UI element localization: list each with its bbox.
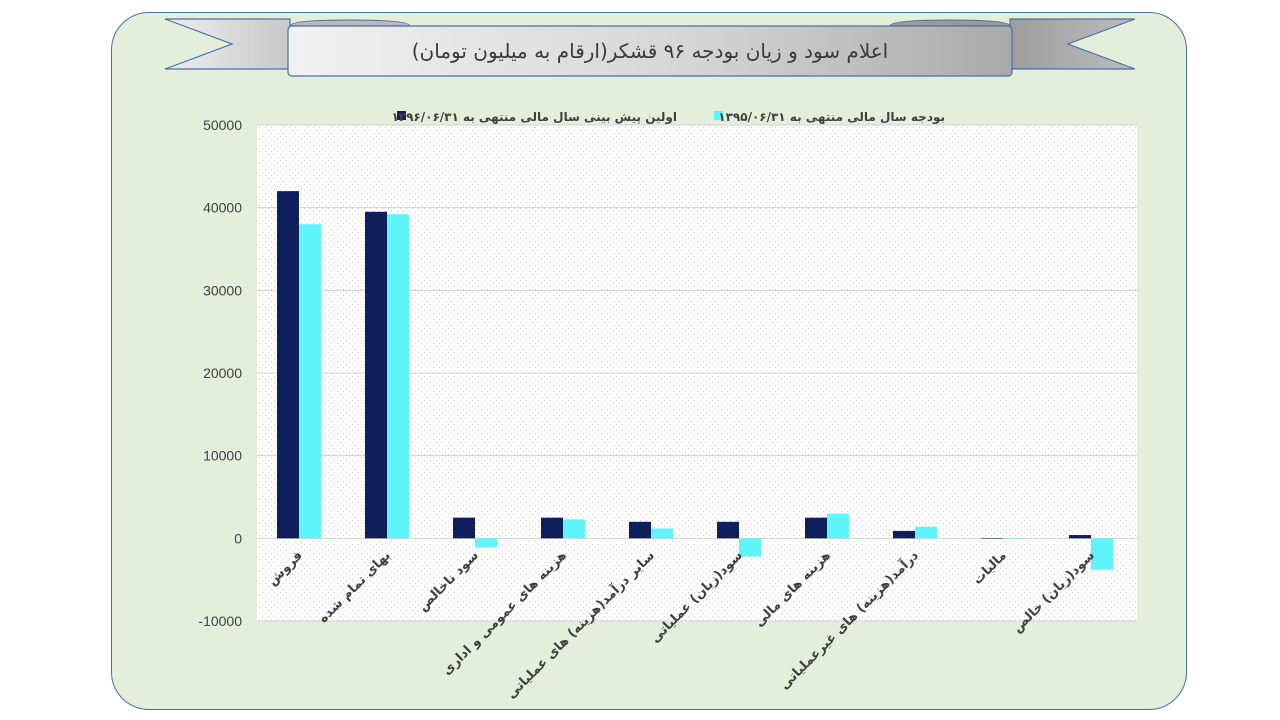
banner-fold-left (289, 19, 411, 27)
bar-series-1-8 (893, 530, 915, 539)
bar-series-1-7 (805, 517, 827, 539)
banner-tail-right (1009, 18, 1136, 70)
bar-series-2-4 (563, 519, 585, 539)
banner-fold-right (889, 19, 1011, 27)
bar-series-2-1 (299, 224, 321, 539)
bar-series-2-10 (1091, 538, 1113, 570)
bar-series-1-4 (541, 517, 563, 539)
legend: بودجه سال مالی منتهی به ۱۳۹۵/۰۶/۳۱ اولین… (391, 110, 945, 125)
bars (277, 191, 1113, 570)
y-tick-label: 30000 (203, 282, 242, 298)
bar-series-2-9 (1003, 538, 1025, 539)
y-tick-label: -10000 (198, 613, 242, 629)
bar-series-2-7 (827, 513, 849, 539)
bar-series-1-5 (629, 521, 651, 539)
bar-series-2-5 (651, 528, 673, 539)
title-banner: اعلام سود و زیان بودجه ۹۶ قشکر(ارقام به … (164, 18, 1136, 77)
bar-series-1-9 (981, 538, 1003, 539)
y-tick-label: 0 (234, 530, 242, 546)
bar-series-2-6 (739, 538, 761, 557)
banner-main (287, 25, 1013, 77)
bar-series-1-6 (717, 521, 739, 539)
y-tick-label: 50000 (203, 117, 242, 133)
legend-swatch-series-2 (714, 111, 723, 120)
bar-series-1-2 (365, 211, 387, 539)
banner-tail-left (164, 18, 291, 70)
y-tick-label: 20000 (203, 365, 242, 381)
bar-series-2-3 (475, 538, 497, 548)
legend-swatch-series-1 (397, 111, 406, 120)
bar-series-1-1 (277, 191, 299, 539)
bar-series-2-2 (387, 214, 409, 539)
y-axis: 50000 40000 30000 20000 10000 0 -10000 (198, 117, 242, 629)
bar-series-1-3 (453, 517, 475, 539)
bar-series-1-10 (1069, 535, 1091, 539)
legend-label-series-2: بودجه سال مالی منتهی به ۱۳۹۵/۰۶/۳۱ (718, 110, 945, 125)
chart-title: اعلام سود و زیان بودجه ۹۶ قشکر(ارقام به … (412, 39, 889, 63)
legend-label-series-1: اولین پیش بینی سال مالی منتهی به ۱۳۹۶/۰۶… (391, 110, 677, 125)
y-tick-label: 40000 (203, 200, 242, 216)
bar-series-2-8 (915, 526, 937, 539)
y-tick-label: 10000 (203, 448, 242, 464)
